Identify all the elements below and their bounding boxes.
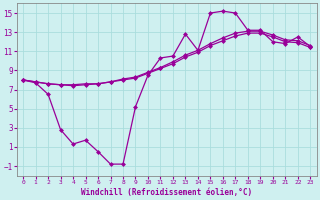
X-axis label: Windchill (Refroidissement éolien,°C): Windchill (Refroidissement éolien,°C) — [81, 188, 252, 197]
